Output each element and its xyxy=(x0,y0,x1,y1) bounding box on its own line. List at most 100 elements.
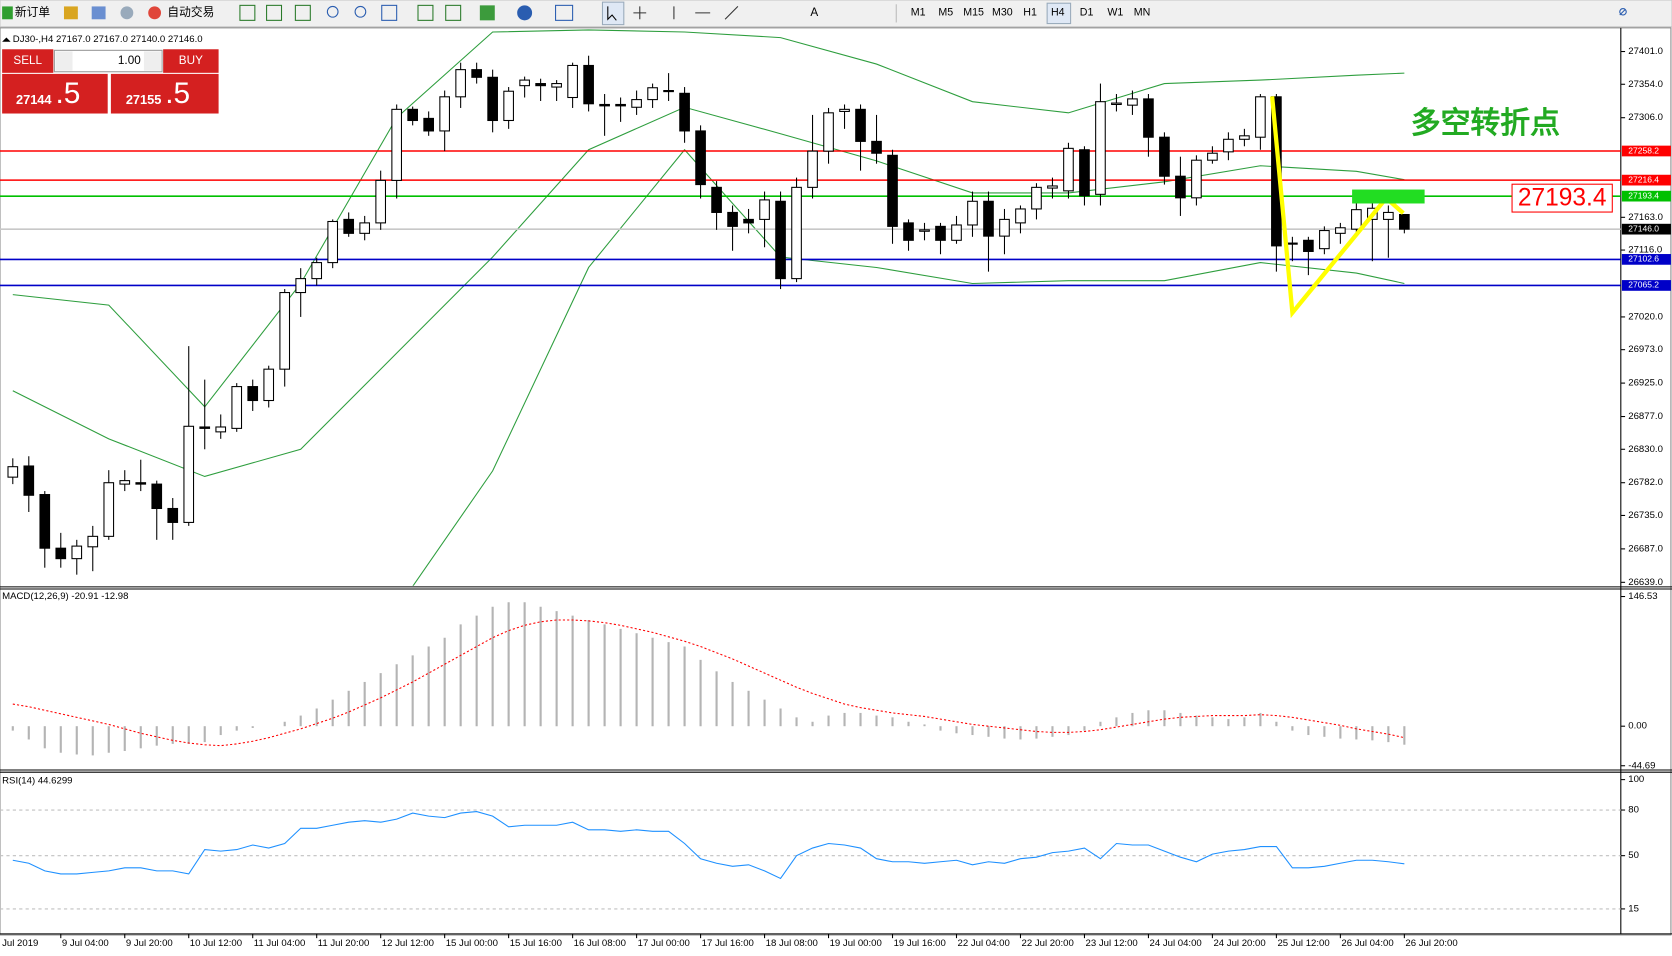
timeframe-button[interactable]: M5 xyxy=(938,7,953,19)
x-tick-label: 26 Jul 20:00 xyxy=(1405,938,1457,949)
candle-body-up xyxy=(231,386,243,429)
ask-fraction: .5 xyxy=(165,77,190,110)
price-label: 27193.4 xyxy=(1628,190,1659,200)
candle-body-down xyxy=(1143,98,1154,138)
bid-price: 27144 xyxy=(16,92,52,107)
indicators-icon[interactable] xyxy=(479,5,495,21)
y-tick-label: 0.00 xyxy=(1628,721,1647,732)
ask-price: 27155 xyxy=(126,92,162,107)
timeframe-button[interactable]: MN xyxy=(1134,7,1151,19)
candle-body-down xyxy=(535,83,546,87)
bollinger-middle xyxy=(12,106,1405,478)
y-tick-label: 26877.0 xyxy=(1628,411,1663,422)
lots-up[interactable] xyxy=(143,51,162,71)
chart-type-icons[interactable] xyxy=(239,4,311,21)
x-tick-label: 17 Jul 16:00 xyxy=(702,938,754,949)
timeframe-button[interactable]: M1 xyxy=(911,7,926,19)
sell-button[interactable] xyxy=(2,49,54,73)
bid-box[interactable] xyxy=(2,73,108,114)
candle-body-up xyxy=(919,229,930,232)
price-label: 27102.6 xyxy=(1628,254,1659,264)
candle-body-up xyxy=(807,150,818,188)
price-label-box xyxy=(1621,174,1671,186)
toolbar-icon[interactable] xyxy=(120,6,134,20)
header-arrow xyxy=(2,37,11,42)
y-tick-label: 27116.0 xyxy=(1628,245,1662,256)
toolbar: 新订单 自动交易 A M1 M5 M15 M30 H1 H4 D1 W1 MN xyxy=(0,0,1672,28)
candle-body-up xyxy=(215,426,227,433)
annotation-text: 多空转折点 xyxy=(1411,107,1560,140)
candle-body-up xyxy=(327,220,339,264)
lots-input[interactable] xyxy=(53,49,163,73)
price-callout: 27193.4 xyxy=(1518,185,1607,212)
timeframe-button[interactable]: H1 xyxy=(1023,7,1037,19)
periods-icon[interactable] xyxy=(517,5,533,21)
candle-body-up xyxy=(7,466,19,478)
candle-body-up xyxy=(87,535,99,548)
templates-icon[interactable] xyxy=(555,4,574,21)
ask-box[interactable] xyxy=(110,73,219,114)
auto-trading-button[interactable]: 自动交易 xyxy=(167,5,214,19)
toolbar-icon[interactable] xyxy=(63,6,78,20)
zoom-icons[interactable] xyxy=(326,4,398,21)
candle-body-up xyxy=(759,199,770,220)
candle-body-up xyxy=(1383,211,1394,220)
timeframe-button[interactable]: M30 xyxy=(992,7,1013,19)
candle-body-up xyxy=(439,96,450,132)
highlight-box xyxy=(1352,189,1425,204)
x-tick-label: 23 Jul 12:00 xyxy=(1086,938,1138,949)
x-tick-label: 24 Jul 20:00 xyxy=(1213,938,1265,949)
indicator-label: RSI(14) 44.6299 xyxy=(2,775,72,786)
candle-body-up xyxy=(119,480,131,485)
x-tick-label: 9 Jul 04:00 xyxy=(62,938,109,949)
lots-down[interactable] xyxy=(55,51,73,71)
candle-body-up xyxy=(503,90,514,122)
candle-body-down xyxy=(903,222,914,241)
x-tick-label: 15 Jul 16:00 xyxy=(510,938,562,949)
candle-body-down xyxy=(1079,149,1090,197)
bid-fraction: .5 xyxy=(55,77,80,110)
timeframe-button[interactable]: M15 xyxy=(963,7,984,19)
y-tick-label: 26687.0 xyxy=(1628,543,1663,554)
toolbar-icon[interactable] xyxy=(91,6,106,20)
candle-body-down xyxy=(151,483,163,510)
candle-body-down xyxy=(695,130,706,186)
auto-trading-icon xyxy=(148,6,162,20)
price-label-box xyxy=(1621,190,1671,202)
y-tick-label: 26735.0 xyxy=(1628,510,1663,521)
candle-body-down xyxy=(55,547,67,560)
candle-body-up xyxy=(263,368,275,402)
bollinger-upper xyxy=(12,29,1405,408)
candle-body-down xyxy=(743,218,754,224)
candle-body-down xyxy=(167,507,179,523)
timeframe-button[interactable]: H4 xyxy=(1051,7,1065,19)
y-tick-label: 26639.0 xyxy=(1628,577,1663,588)
buy-button[interactable] xyxy=(163,49,219,73)
new-order-button[interactable]: 新订单 xyxy=(15,5,50,19)
indicator-label: MACD(12,26,9) -20.91 -12.98 xyxy=(2,591,128,602)
candle-body-up xyxy=(1207,152,1218,161)
timeframe-selected xyxy=(1046,2,1072,25)
candle-body-up xyxy=(551,83,562,88)
draw-tools[interactable] xyxy=(633,6,739,20)
price-label: 27065.2 xyxy=(1628,280,1659,290)
timeframe-button[interactable]: W1 xyxy=(1107,7,1123,19)
scroll-icons[interactable] xyxy=(417,4,462,21)
chart-header: DJ30-,H4 27167.0 27167.0 27140.0 27146.0 xyxy=(13,34,203,45)
cursor-button[interactable] xyxy=(601,1,625,26)
y-tick-label: 26925.0 xyxy=(1628,378,1663,389)
candle-body-up xyxy=(823,112,834,152)
candle-body-down xyxy=(471,69,482,78)
candle-body-down xyxy=(775,200,786,280)
new-order-icon xyxy=(2,6,13,20)
search-icon[interactable] xyxy=(1619,8,1627,16)
candle-body-up xyxy=(1063,147,1074,192)
candle-body-up xyxy=(311,262,323,280)
text-tool[interactable]: A xyxy=(810,6,818,19)
sell-label: SELL xyxy=(13,54,42,67)
timeframe-button[interactable]: D1 xyxy=(1080,7,1094,19)
x-tick-label: 11 Jul 20:00 xyxy=(318,938,370,949)
candle-body-up xyxy=(375,179,387,224)
candle-body-up xyxy=(455,69,466,98)
candle-body-up xyxy=(1095,101,1106,195)
